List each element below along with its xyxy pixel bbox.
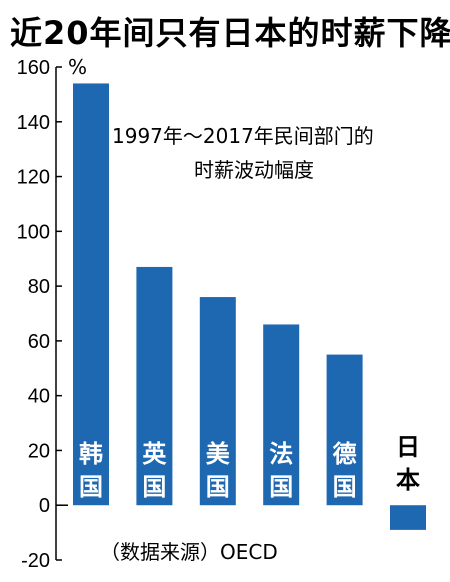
y-axis: -20 0 20 40 60 80 100 120 140 160% <box>17 55 87 572</box>
bar-label: 韩国 <box>79 440 103 501</box>
bar-label: 德国 <box>333 440 357 501</box>
chart-annotation: 1997年～2017年民间部门的时薪波动幅度 <box>112 124 374 182</box>
bar-label: 法国 <box>269 440 293 501</box>
bars <box>73 83 426 530</box>
y-tick-label: 120 <box>17 167 50 189</box>
y-tick-label: 100 <box>17 221 50 243</box>
bar-label: 美国 <box>206 440 230 501</box>
y-unit-label: % <box>68 55 87 79</box>
y-tick-label: 160 <box>17 57 50 79</box>
bar-label: 日本 <box>396 433 420 494</box>
y-tick-label: -20 <box>21 550 50 572</box>
bar <box>263 324 300 506</box>
bar <box>136 266 173 506</box>
bar <box>390 505 426 530</box>
bar <box>326 354 363 506</box>
y-tick-label: 20 <box>28 440 50 462</box>
chart-title: 近20年间只有日本的时薪下降 <box>10 14 450 52</box>
y-tick-label: 40 <box>28 386 50 408</box>
bar <box>199 297 236 506</box>
bar <box>73 83 109 506</box>
y-tick-label: 60 <box>28 331 50 353</box>
bar-label: 英国 <box>142 440 167 501</box>
y-tick-label: 0 <box>39 495 50 517</box>
y-tick-label: 80 <box>28 276 50 298</box>
source-note: （数据来源）OECD <box>100 540 278 564</box>
y-tick-label: 140 <box>17 112 50 134</box>
